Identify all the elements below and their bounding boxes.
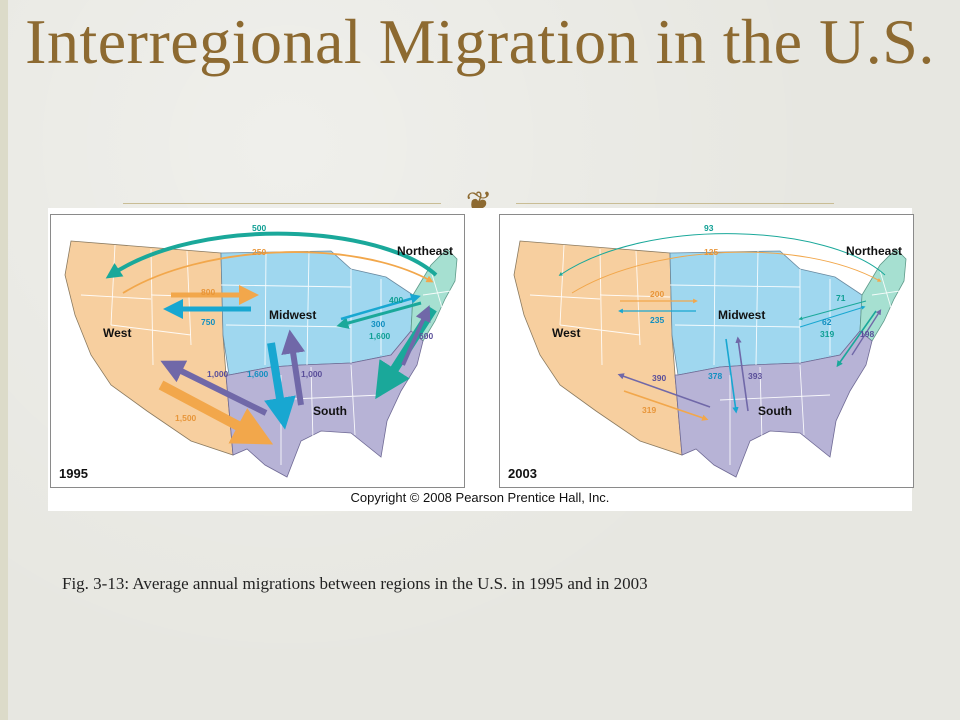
- region-label-northeast: Northeast: [397, 244, 453, 258]
- flow-label: 235: [650, 315, 664, 325]
- region-label-west: West: [103, 326, 131, 340]
- flow-midwest-to-northeast: [799, 305, 866, 328]
- flow-label: 500: [252, 223, 266, 233]
- south-region: [674, 330, 873, 478]
- flow-west-to-northeast: [122, 251, 434, 294]
- flow-label: 800: [201, 287, 215, 297]
- flow-label: 1,600: [247, 369, 269, 379]
- flow-label: 198: [860, 329, 874, 339]
- map-year-label: 1995: [59, 466, 88, 481]
- flow-south-to-northeast: [401, 305, 431, 366]
- map-1995: 500 250 800 750 400 300 1,600 600 1,000 …: [50, 214, 465, 488]
- flow-label: 1,500: [175, 413, 197, 423]
- flow-label: 200: [650, 289, 664, 299]
- flow-label: 319: [820, 329, 834, 339]
- flow-label: 319: [642, 405, 656, 415]
- region-label-south: South: [758, 404, 792, 418]
- flow-northeast-to-midwest: [798, 300, 867, 321]
- map-1995-svg: 500 250 800 750 400 300 1,600 600 1,000 …: [51, 215, 464, 487]
- migration-figure: 500 250 800 750 400 300 1,600 600 1,000 …: [48, 208, 914, 511]
- flow-label: 71: [836, 293, 846, 303]
- flow-south-to-midwest: [735, 336, 749, 412]
- copyright-notice: Copyright © 2008 Pearson Prentice Hall, …: [350, 490, 610, 505]
- flow-northeast-to-midwest: [336, 301, 422, 329]
- flow-south-to-west: [617, 373, 711, 408]
- figure-caption: Fig. 3-13: Average annual migrations bet…: [62, 574, 648, 593]
- flow-south-to-west: [160, 360, 268, 416]
- title-divider-left: [123, 203, 441, 204]
- flow-label: 600: [419, 331, 433, 341]
- flow-west-to-south: [623, 390, 709, 421]
- flow-label: 300: [371, 319, 385, 329]
- region-label-midwest: Midwest: [269, 308, 316, 322]
- flow-northeast-to-south: [836, 310, 877, 368]
- flow-west-to-south: [158, 380, 274, 445]
- region-label-midwest: Midwest: [718, 308, 765, 322]
- flow-west-to-northeast: [571, 251, 882, 294]
- flow-midwest-to-south: [264, 342, 296, 430]
- left-border-band: [0, 0, 8, 720]
- flow-label: 62: [822, 317, 832, 327]
- slide-title: Interregional Migration in the U.S.: [25, 6, 935, 77]
- flow-label: 93: [704, 223, 714, 233]
- map-2003: 93 125 200 235 71 62 319 198 390 319 378…: [499, 214, 914, 488]
- flow-south-to-northeast: [851, 309, 882, 356]
- flow-label: 250: [252, 247, 266, 257]
- title-divider-right: [516, 203, 834, 204]
- flow-label: 390: [652, 373, 666, 383]
- flow-label: 393: [748, 371, 762, 381]
- flow-label: 750: [201, 317, 215, 327]
- flow-label: 125: [704, 247, 718, 257]
- region-label-northeast: Northeast: [846, 244, 902, 258]
- region-label-south: South: [313, 404, 347, 418]
- flow-south-to-midwest: [281, 329, 306, 406]
- flow-midwest-to-south: [725, 338, 739, 414]
- flow-northeast-to-west: [558, 233, 886, 276]
- flow-label: 1,600: [369, 331, 391, 341]
- flow-label: 1,000: [207, 369, 229, 379]
- flow-northeast-to-west: [105, 231, 438, 279]
- flow-label: 1,000: [301, 369, 323, 379]
- map-2003-svg: 93 125 200 235 71 62 319 198 390 319 378…: [500, 215, 913, 487]
- flow-label: 400: [389, 295, 403, 305]
- region-label-west: West: [552, 326, 580, 340]
- flow-midwest-to-northeast: [340, 293, 421, 321]
- flow-label: 378: [708, 371, 722, 381]
- map-year-label: 2003: [508, 466, 537, 481]
